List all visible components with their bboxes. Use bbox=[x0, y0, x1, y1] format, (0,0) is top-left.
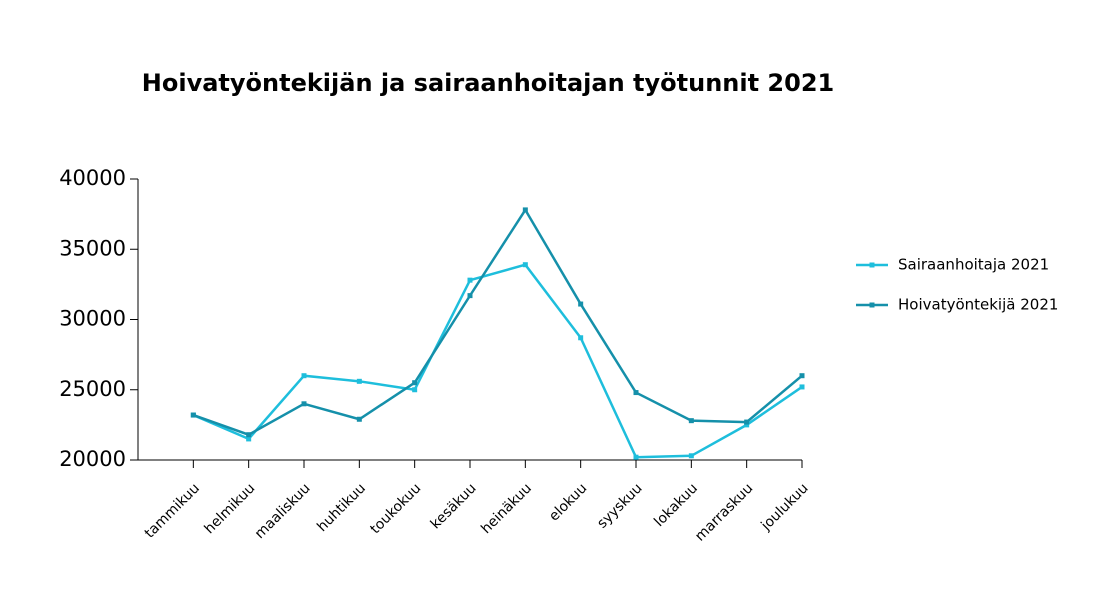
x-tick-label: maaliskuu bbox=[252, 480, 314, 542]
chart-title: Hoivatyöntekijän ja sairaanhoitajan työt… bbox=[142, 69, 834, 97]
x-tick-label: joulukuu bbox=[758, 480, 812, 534]
point bbox=[633, 454, 639, 460]
y-tick-label: 25000 bbox=[59, 377, 126, 401]
y-tick-label: 40000 bbox=[59, 166, 126, 190]
legend-marker bbox=[869, 262, 875, 268]
x-tick-label: lokakuu bbox=[651, 480, 701, 530]
point bbox=[522, 207, 528, 213]
x-tick-label: syyskuu bbox=[594, 480, 645, 531]
point bbox=[467, 277, 473, 283]
x-tick-label: heinäkuu bbox=[478, 480, 535, 537]
point bbox=[744, 422, 750, 428]
point bbox=[246, 436, 252, 442]
point bbox=[522, 262, 528, 268]
point bbox=[412, 380, 418, 386]
point bbox=[467, 293, 473, 299]
x-tick-label: helmikuu bbox=[202, 480, 259, 537]
point bbox=[688, 418, 694, 424]
x-tick-label: huhtikuu bbox=[314, 480, 369, 535]
x-tick-label: tammikuu bbox=[142, 480, 203, 541]
point bbox=[799, 384, 805, 390]
legend-marker bbox=[869, 302, 875, 308]
point bbox=[744, 419, 750, 425]
point bbox=[246, 432, 252, 438]
point bbox=[412, 387, 418, 393]
legend-label: Hoivatyöntekijä 2021 bbox=[898, 296, 1058, 314]
point bbox=[578, 335, 584, 341]
line bbox=[192, 263, 803, 459]
point bbox=[688, 453, 694, 459]
x-tick-label: toukokuu bbox=[367, 480, 424, 537]
x-tick-label: elokuu bbox=[546, 480, 590, 524]
point bbox=[799, 373, 805, 379]
y-tick-label: 35000 bbox=[59, 236, 126, 260]
y-tick-label: 20000 bbox=[59, 447, 126, 471]
legend-label: Sairaanhoitaja 2021 bbox=[898, 256, 1049, 274]
point bbox=[356, 378, 362, 384]
point bbox=[578, 301, 584, 307]
y-tick-label: 30000 bbox=[59, 307, 126, 331]
point bbox=[301, 401, 307, 407]
point bbox=[190, 412, 196, 418]
x-tick-label: kesäkuu bbox=[428, 480, 480, 532]
point bbox=[356, 416, 362, 422]
line bbox=[192, 207, 803, 437]
point bbox=[633, 390, 639, 396]
point bbox=[301, 373, 307, 379]
x-tick-label: marraskuu bbox=[692, 480, 756, 544]
